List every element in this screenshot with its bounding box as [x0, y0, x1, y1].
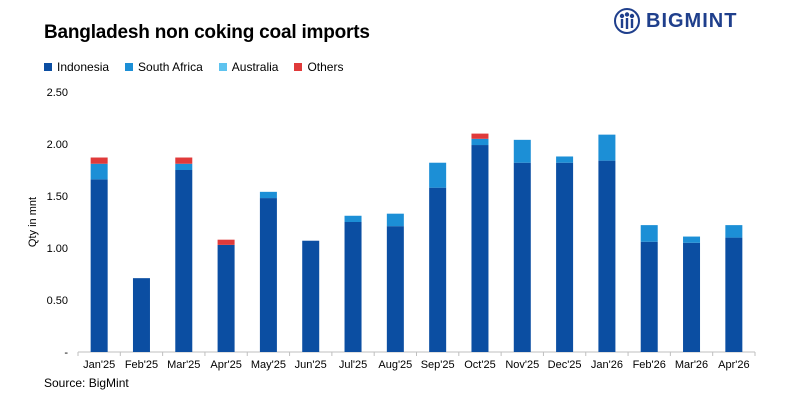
x-tick-label: May'25 — [251, 359, 286, 371]
bigmint-logo-icon — [614, 8, 640, 34]
x-tick-label: Mar'26 — [675, 359, 708, 371]
bar-segment-indonesia — [513, 162, 531, 352]
chart-legend: Indonesia South Africa Australia Others — [44, 60, 343, 74]
bar-segment-others — [217, 239, 235, 245]
bar-segment-others — [471, 133, 489, 139]
bar-segment-indonesia — [90, 179, 108, 352]
bar-segment-indonesia — [132, 278, 150, 352]
x-tick-label: Nov'25 — [505, 359, 539, 371]
bar-segment-south-africa — [429, 162, 447, 188]
legend-label-indonesia: Indonesia — [57, 60, 110, 74]
x-tick-label: Apr'26 — [718, 359, 749, 371]
logo-text: BIGMINT — [646, 9, 738, 32]
chart-title: Bangladesh non coking coal imports — [44, 22, 370, 43]
bar-segment-south-africa — [386, 213, 404, 227]
bar-segment-indonesia — [471, 145, 489, 352]
bar-segment-south-africa — [90, 163, 108, 180]
bar-segment-south-africa — [259, 191, 277, 199]
bar-segment-south-africa — [556, 156, 574, 163]
y-tick-label: 1.50 — [47, 191, 68, 203]
bar-segment-indonesia — [386, 226, 404, 352]
bar-segment-indonesia — [175, 170, 193, 352]
x-tick-label: Sep'25 — [421, 359, 455, 371]
y-tick-label: - — [64, 347, 68, 359]
bar-segment-indonesia — [344, 222, 362, 352]
bar-segment-south-africa — [598, 134, 616, 161]
bar-segment-indonesia — [725, 237, 743, 352]
bar-segment-indonesia — [640, 241, 658, 352]
bar-segment-south-africa — [471, 138, 489, 146]
legend-label-australia: Australia — [231, 60, 279, 74]
legend-swatch-australia — [218, 63, 227, 71]
x-tick-label: Apr'25 — [210, 359, 241, 371]
source-note: Source: BigMint — [44, 376, 129, 390]
bar-segment-indonesia — [217, 244, 235, 352]
x-tick-label: Oct'25 — [464, 359, 495, 371]
legend-label-others: Others — [307, 60, 344, 74]
bar-segment-others — [90, 157, 108, 164]
x-tick-label: Feb'25 — [125, 359, 158, 371]
bar-segment-others — [175, 157, 193, 164]
x-tick-label: Feb'26 — [633, 359, 666, 371]
y-tick-label: 2.00 — [47, 139, 68, 151]
legend-swatch-indonesia — [44, 63, 52, 71]
x-tick-label: Aug'25 — [378, 359, 412, 371]
bar-segment-south-africa — [640, 225, 658, 242]
legend-item-others: Others — [294, 60, 343, 74]
y-tick-label: 0.50 — [47, 295, 68, 307]
legend-item-australia: Australia — [218, 60, 279, 74]
y-tick-label: 1.00 — [47, 243, 68, 255]
legend-item-indonesia: Indonesia — [44, 60, 109, 74]
bar-segment-indonesia — [683, 242, 701, 352]
bar-segment-south-africa — [344, 215, 362, 222]
bar-segment-south-africa — [683, 236, 701, 243]
bar-segment-south-africa — [513, 139, 531, 163]
bigmint-logo: BIGMINT — [614, 8, 737, 34]
bar-segment-south-africa — [725, 225, 743, 238]
x-tick-label: Mar'25 — [167, 359, 200, 371]
y-tick-label: 2.50 — [47, 87, 68, 99]
x-tick-label: Jan'26 — [591, 359, 623, 371]
bar-segment-south-africa — [175, 163, 193, 170]
bar-segment-indonesia — [598, 160, 616, 352]
bar-segment-indonesia — [302, 240, 320, 352]
legend-swatch-others — [294, 63, 303, 71]
x-tick-label: Jan'25 — [83, 359, 115, 371]
legend-item-south-africa: South Africa — [125, 60, 203, 74]
legend-swatch-south-africa — [125, 63, 134, 71]
bar-segment-indonesia — [556, 162, 574, 352]
bar-segment-indonesia — [429, 187, 447, 352]
x-tick-label: Dec'25 — [548, 359, 582, 371]
y-axis-label: Qty in mnt — [27, 197, 39, 247]
x-tick-label: Jul'25 — [339, 359, 367, 371]
bar-segment-indonesia — [259, 198, 277, 352]
x-tick-label: Jun'25 — [295, 359, 327, 371]
legend-label-south-africa: South Africa — [138, 60, 203, 74]
